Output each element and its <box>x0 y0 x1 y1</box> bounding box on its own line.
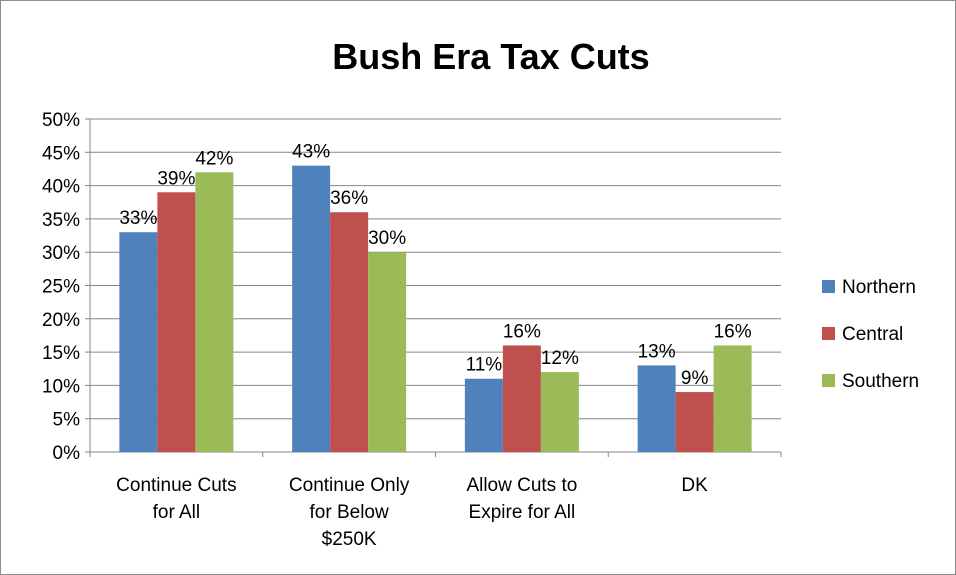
y-tick-label: 5% <box>53 410 81 431</box>
x-tick-label: DK <box>681 475 708 496</box>
y-tick-label: 35% <box>42 210 80 231</box>
data-label: 42% <box>195 148 233 169</box>
legend-label: Southern <box>842 371 919 392</box>
bar-northern <box>464 378 503 452</box>
chart-title: Bush Era Tax Cuts <box>332 36 649 77</box>
axes: 0% 5% 10% 15% 20% 25% 30% 35% 40% 45% 50% Continue … <box>42 110 782 550</box>
legend-swatch-southern <box>822 374 835 387</box>
data-label: 16% <box>714 321 752 342</box>
bar-southern <box>540 372 579 452</box>
bar-southern <box>368 252 407 452</box>
bar-northern <box>292 165 331 452</box>
y-tick-label: 50% <box>42 110 80 131</box>
y-tick-label: 25% <box>42 277 80 298</box>
bar-central <box>675 392 714 452</box>
y-tick-label: 20% <box>42 310 80 331</box>
data-label: 11% <box>466 355 503 376</box>
legend-swatch-northern <box>822 280 835 293</box>
y-tick-label: 40% <box>42 177 80 198</box>
data-labels: 33%39%42% 43%36%30%11%16%12% 13%9%16% <box>119 142 751 389</box>
bar-central <box>502 345 541 452</box>
data-label: 36% <box>330 188 368 209</box>
x-tick-label: for Below <box>310 502 389 523</box>
legend-swatch-central <box>822 327 835 340</box>
data-label: 39% <box>157 168 195 189</box>
legend: Northern Central Southern <box>822 277 919 392</box>
bar-southern <box>195 172 234 452</box>
data-label: 16% <box>503 321 541 342</box>
x-tick-label: for All <box>153 502 201 523</box>
bars <box>119 165 752 452</box>
legend-label: Northern <box>842 277 916 298</box>
x-tick-label: Continue Cuts <box>116 475 236 496</box>
data-label: 33% <box>119 208 157 229</box>
data-label: 43% <box>292 142 330 163</box>
x-tick-label: $250K <box>322 529 377 550</box>
bar-southern <box>713 345 752 452</box>
y-tick-label: 15% <box>42 343 80 364</box>
data-label: 13% <box>638 341 676 362</box>
bar-northern <box>637 365 676 452</box>
y-tick-label: 45% <box>42 143 80 164</box>
bar-central <box>330 212 369 452</box>
y-tick-label: 0% <box>53 443 81 464</box>
y-tick-label: 10% <box>42 376 80 397</box>
data-label: 12% <box>541 348 579 369</box>
x-tick-label: Allow Cuts to <box>466 475 577 496</box>
data-label: 30% <box>368 228 406 249</box>
x-tick-label: Expire for All <box>469 502 576 523</box>
bar-central <box>157 192 196 452</box>
bar-northern <box>119 232 158 452</box>
x-tick-label: Continue Only <box>289 475 410 496</box>
y-tick-label: 30% <box>42 243 80 264</box>
legend-label: Central <box>842 324 903 345</box>
data-label: 9% <box>681 368 709 389</box>
